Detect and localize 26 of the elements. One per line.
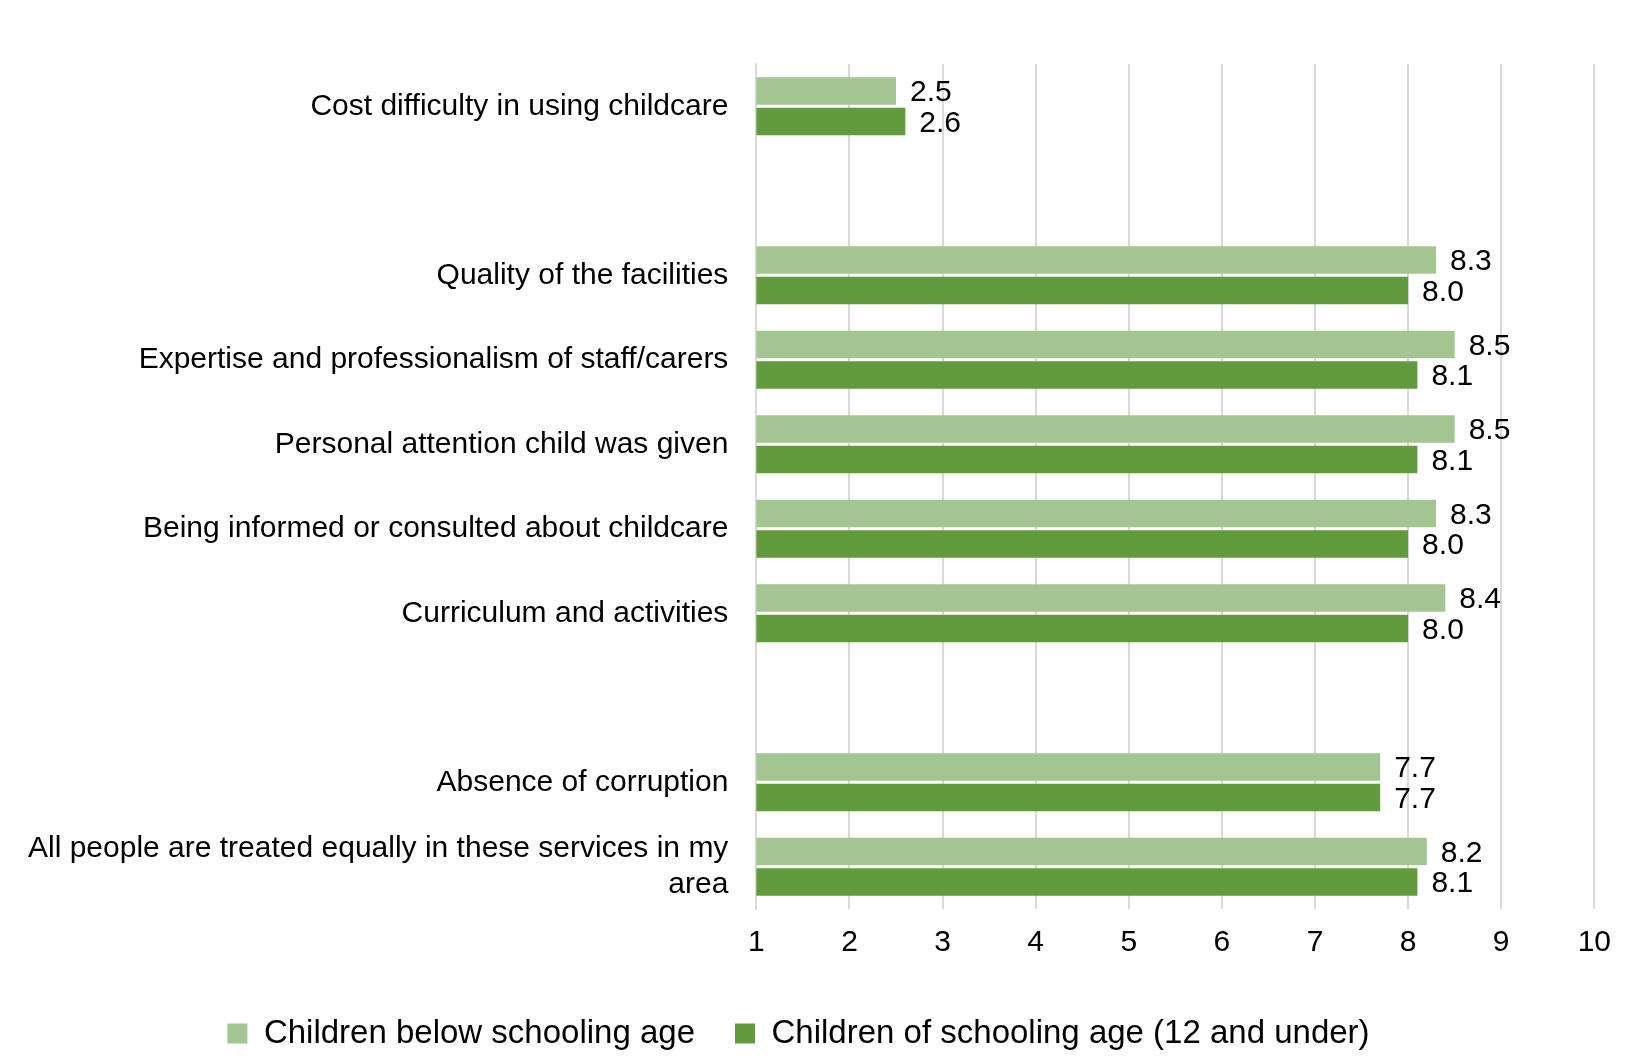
legend-label: Children below schooling age xyxy=(263,1012,696,1050)
y-tick-label: Personal attention child was given xyxy=(274,425,729,459)
x-tick-label: 8 xyxy=(1399,924,1417,958)
x-tick-label: 2 xyxy=(841,924,858,958)
legend-label: Children of schooling age (12 and under) xyxy=(771,1012,1370,1050)
y-tick-label: Expertise and professionalism of staff/carers xyxy=(138,341,729,375)
data-label: 8.1 xyxy=(1431,358,1474,392)
data-label: 8.5 xyxy=(1468,327,1511,361)
x-tick-label: 3 xyxy=(934,924,951,958)
x-tick-label: 5 xyxy=(1120,924,1138,958)
data-label: 8.2 xyxy=(1440,834,1483,868)
x-tick-label: 7 xyxy=(1306,924,1324,958)
y-tick-label: Curriculum and activities xyxy=(401,594,729,628)
x-tick-label: 9 xyxy=(1492,924,1510,958)
x-tick-label: 6 xyxy=(1213,924,1231,958)
data-label: 8.3 xyxy=(1450,496,1492,530)
y-tick-label: All people are treated equally in these services in my area xyxy=(28,830,729,900)
y-tick-label: Absence of corruption xyxy=(436,763,729,797)
x-tick-label: 1 xyxy=(748,924,765,958)
y-tick-label: Quality of the facilities xyxy=(436,256,729,290)
y-tick-label: Being informed or consulted about childcare xyxy=(143,510,729,544)
x-tick-label: 4 xyxy=(1027,924,1045,958)
data-label: 8.1 xyxy=(1431,865,1474,899)
x-tick-label: 10 xyxy=(1577,924,1611,958)
data-label: 8.0 xyxy=(1422,527,1464,561)
y-tick-label: Cost difficulty in using childcare xyxy=(310,87,729,121)
